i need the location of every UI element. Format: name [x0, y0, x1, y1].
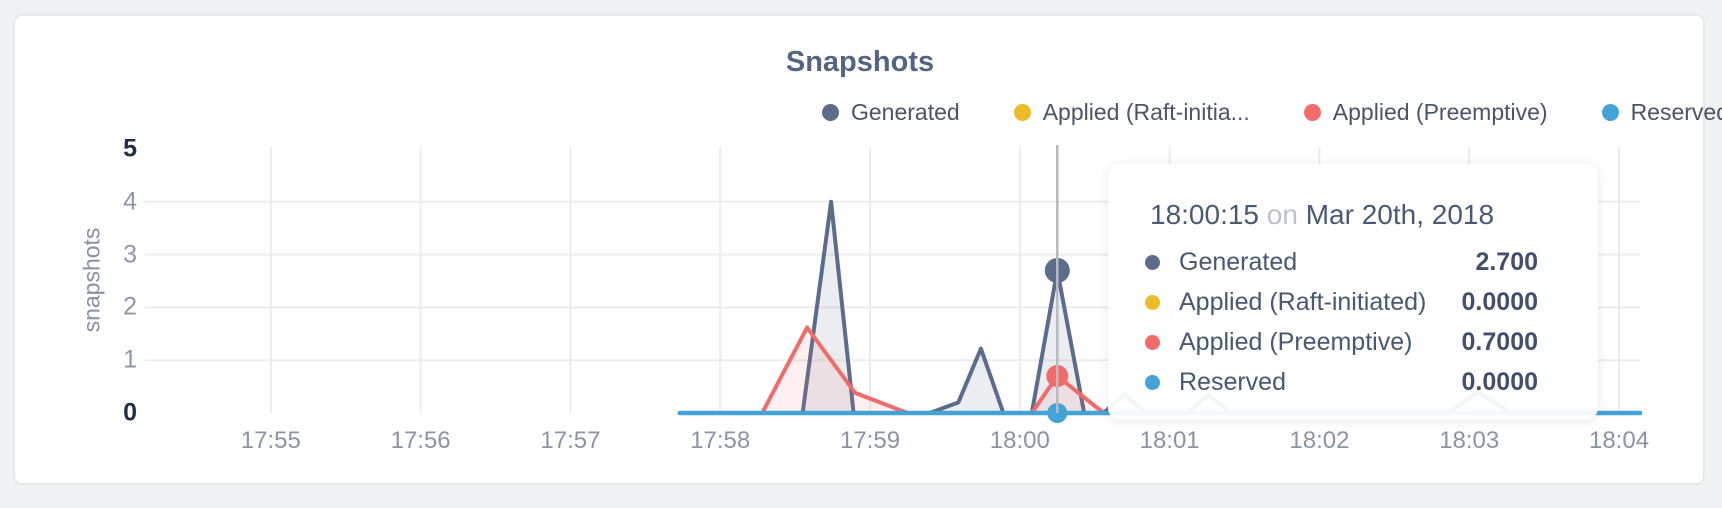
tooltip-on-text: on [1266, 199, 1298, 230]
legend-item[interactable]: Reserved [1601, 99, 1722, 126]
tooltip-series-value: 0.7000 [1461, 327, 1538, 356]
legend-label: Applied (Preemptive) [1332, 99, 1548, 125]
tooltip-series-dot-icon [1145, 374, 1160, 390]
tooltip-series-dot-icon [1145, 254, 1160, 270]
tooltip-series-dot-icon [1145, 294, 1160, 310]
tooltip-series-label: Reserved [1179, 367, 1286, 396]
legend-item[interactable]: Applied (Raft-initia... [1013, 99, 1250, 126]
y-tick-label: 4 [123, 187, 137, 216]
legend-label: Generated [851, 99, 960, 125]
tooltip-rows: Generated 2.700 Applied (Raft-initiated) 0.… [1145, 242, 1538, 402]
x-tick-label: 17:56 [390, 427, 451, 454]
legend-item[interactable]: Applied (Preemptive) [1303, 99, 1548, 126]
legend-swatch-icon [1303, 104, 1321, 121]
chart-legend: Generated Applied (Raft-initia... Applied … [822, 99, 1722, 126]
tooltip-series-value: 0.0000 [1461, 367, 1538, 396]
x-tick-label: 18:00 [989, 427, 1050, 454]
tooltip-row: Applied (Raft-initiated) 0.0000 [1145, 282, 1538, 322]
x-tick-label: 18:03 [1439, 427, 1500, 454]
x-tick-label: 18:04 [1588, 427, 1650, 454]
legend-swatch-icon [822, 104, 839, 121]
y-tick-label: 0 [123, 398, 137, 427]
tooltip-series-label: Generated [1179, 247, 1298, 276]
legend-label: Applied (Raft-initia... [1042, 99, 1250, 125]
tooltip-date: Mar 20th, 2018 [1305, 199, 1495, 230]
legend-item[interactable]: Generated [822, 99, 960, 126]
tooltip-series-label: Applied (Raft-initiated) [1179, 287, 1427, 316]
y-tick-label: 3 [123, 240, 137, 269]
x-tick-label: 17:57 [540, 427, 601, 454]
x-tick-label: 17:55 [240, 427, 301, 454]
tooltip-row: Reserved 0.0000 [1145, 362, 1538, 402]
x-tick-label: 17:58 [690, 427, 751, 454]
y-tick-label: 2 [123, 292, 137, 321]
tooltip-row: Generated 2.700 [1145, 242, 1538, 282]
y-tick-label: 1 [123, 345, 137, 374]
series-area-applied-preemptive[interactable] [679, 327, 1640, 414]
legend-label: Reserved [1630, 99, 1722, 125]
tooltip-series-value: 0.0000 [1461, 287, 1538, 316]
x-tick-label: 18:01 [1139, 427, 1200, 454]
x-tick-label: 17:59 [839, 427, 901, 454]
tooltip-series-dot-icon [1145, 334, 1160, 350]
tooltip-row: Applied (Preemptive) 0.7000 [1145, 322, 1538, 362]
legend-swatch-icon [1013, 104, 1031, 121]
legend-swatch-icon [1601, 104, 1619, 121]
y-tick-label: 5 [123, 134, 137, 163]
x-tick-label: 18:02 [1289, 427, 1350, 454]
tooltip-series-value: 2.700 [1475, 247, 1538, 276]
hover-tooltip: 18:00:15 on Mar 20th, 2018 Generated 2.70… [1108, 164, 1598, 420]
tooltip-time: 18:00:15 [1150, 199, 1259, 230]
tooltip-series-label: Applied (Preemptive) [1179, 327, 1413, 356]
tooltip-header: 18:00:15 on Mar 20th, 2018 [1150, 196, 1538, 234]
chart-title: Snapshots [785, 46, 935, 78]
